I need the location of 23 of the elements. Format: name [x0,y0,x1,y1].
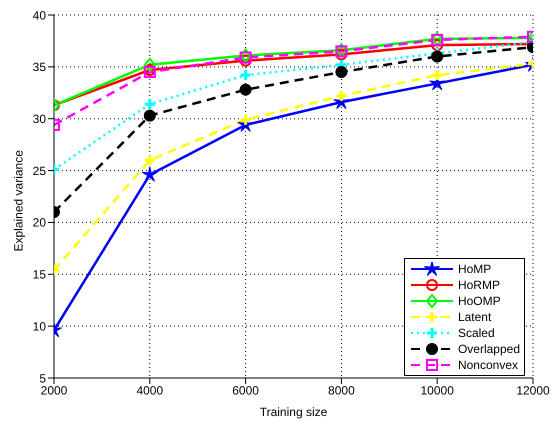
x-tick-label: 8000 [328,384,356,398]
x-tick-label: 10000 [420,384,454,398]
legend-label: Overlapped [458,342,520,356]
x-tick-label: 12000 [516,384,550,398]
y-tick-label: 35 [32,60,46,74]
y-tick-label: 15 [32,268,46,282]
legend-label: HoOMP [458,294,501,308]
legend-label: HoRMP [458,278,500,292]
x-tick-label: 4000 [136,384,164,398]
legend-label: HoMP [458,262,492,276]
legend-label: Nonconvex [458,358,518,372]
y-tick-label: 20 [32,216,46,230]
y-tick-label: 40 [32,8,46,22]
y-tick-label: 5 [39,371,46,386]
y-axis-title: Explained variance [11,150,26,252]
y-tick-label: 30 [32,112,46,126]
x-tick-label: 2000 [40,384,68,398]
legend-label: Scaled [458,326,495,340]
y-tick-label: 25 [32,164,46,178]
x-axis-title: Training size [260,405,328,419]
x-tick-label: 6000 [232,384,260,398]
y-tick-label: 10 [32,319,46,334]
legend-label: Latent [458,310,492,324]
